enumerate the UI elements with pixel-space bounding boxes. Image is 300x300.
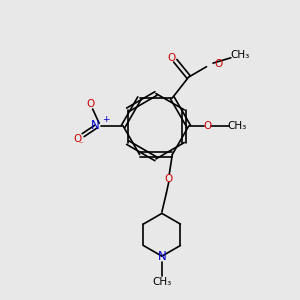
Text: ⁻: ⁻ (78, 140, 83, 149)
Text: O: O (86, 99, 94, 109)
Text: N: N (158, 250, 166, 263)
Text: +: + (103, 115, 110, 124)
Text: O: O (203, 121, 211, 131)
Text: N: N (91, 119, 100, 132)
Text: O: O (73, 134, 81, 144)
Text: O: O (168, 53, 176, 63)
Text: O: O (215, 59, 223, 69)
Text: O: O (165, 174, 173, 184)
Text: CH₃: CH₃ (227, 121, 246, 131)
Text: CH₃: CH₃ (152, 277, 172, 287)
Text: CH₃: CH₃ (231, 50, 250, 60)
